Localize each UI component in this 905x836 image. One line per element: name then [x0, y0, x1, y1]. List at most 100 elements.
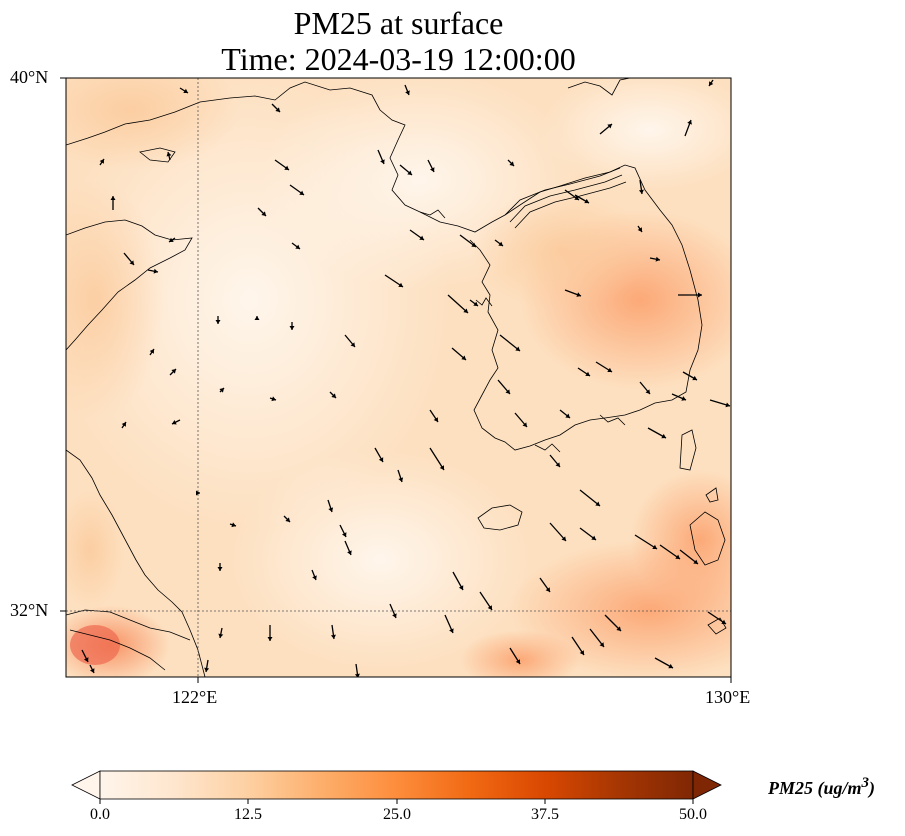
- colorbar-label: PM25 (ug/m3): [768, 775, 876, 798]
- wind-arrow-head: [449, 628, 454, 633]
- wind-arrow: [549, 522, 567, 542]
- wind-arrow-head: [267, 637, 273, 641]
- lat-label-32n: 32°N: [10, 600, 49, 620]
- wind-arrow-head: [171, 369, 176, 374]
- wind-arrow-head: [555, 462, 560, 467]
- wind-arrow-head: [295, 244, 300, 249]
- wind-arrow-head: [330, 634, 336, 639]
- wind-arrow-head: [407, 170, 412, 175]
- wind-arrow-head: [616, 626, 621, 631]
- wind-arrow-head: [698, 292, 702, 298]
- wind-arrow: [429, 447, 445, 471]
- colorbar-gradient: [99, 770, 694, 800]
- wind-arrow-head: [99, 159, 104, 164]
- wind-arrow-head: [515, 659, 520, 664]
- wind-arrow-head: [545, 587, 550, 592]
- wind-arrow-head: [675, 554, 680, 559]
- wind-arrow-head: [169, 237, 174, 242]
- wind-arrow-head: [378, 457, 384, 462]
- wind-arrow-head: [129, 260, 134, 265]
- wind-arrow-head: [595, 501, 600, 506]
- wind-arrow-head: [638, 189, 644, 194]
- wind-arrow-head: [341, 532, 347, 537]
- wind-arrow-head: [637, 227, 642, 232]
- wind-arrow-head: [576, 292, 581, 297]
- wind-arrow-head: [652, 544, 657, 549]
- wind-arrow: [499, 334, 521, 352]
- lon-label-122e: 122°E: [172, 687, 218, 707]
- colorbar-ticks: [99, 799, 694, 804]
- wind-arrow-head: [509, 161, 514, 166]
- graticule: [66, 78, 731, 677]
- colorbar-tick-2: 25.0: [383, 806, 411, 823]
- wind-arrow-head: [574, 195, 579, 200]
- wind-arrow-head: [687, 120, 692, 125]
- wind-arrow-head: [585, 371, 590, 376]
- colorbar-tick-4: 50.0: [679, 806, 707, 823]
- wind-arrow-head: [561, 536, 566, 541]
- wind-arrow-head: [522, 422, 527, 427]
- wind-arrow-head: [275, 107, 280, 112]
- wind-arrow-head: [172, 419, 177, 425]
- wind-arrow-head: [579, 650, 584, 655]
- wind-arrow-head: [565, 413, 570, 418]
- wind-arrow-head: [515, 346, 520, 351]
- colorbar-tick-3: 37.5: [531, 806, 559, 823]
- wind-arrow-head: [166, 152, 172, 157]
- pm25-field: [66, 78, 731, 677]
- wind-arrow: [447, 294, 469, 314]
- wind-arrow-head: [89, 668, 95, 673]
- wind-arrow-head: [681, 396, 686, 401]
- wind-arrow-head: [183, 88, 188, 93]
- map-frame: [65, 77, 732, 678]
- wind-arrow-head: [487, 605, 492, 610]
- wind-arrow-head: [254, 316, 260, 320]
- wind-arrow-head: [471, 242, 476, 247]
- wind-arrow-head: [271, 396, 276, 402]
- wind-arrow-head: [350, 342, 355, 347]
- wind-arrow-head: [725, 402, 730, 408]
- wind-arrow-head: [217, 567, 223, 571]
- colorbar-min-extend: [71, 770, 101, 800]
- map-title: PM25 at surface: [293, 5, 504, 41]
- wind-arrow-head: [392, 613, 397, 618]
- wind-arrow: [634, 534, 658, 550]
- map-time: Time: 2024-03-19 12:00:00: [221, 41, 576, 77]
- wind-arrow-head: [461, 355, 466, 360]
- map-figure: [60, 77, 732, 683]
- wind-arrow-head: [149, 349, 154, 354]
- wind-arrow-head: [419, 235, 424, 240]
- wind-arrow-head: [655, 256, 660, 262]
- wind-arrow: [579, 489, 601, 507]
- wind-arrow-head: [692, 375, 697, 381]
- wind-arrow-head: [607, 124, 612, 129]
- wind-arrow-head: [661, 433, 666, 439]
- colorbar-tick-1: 12.5: [234, 806, 262, 823]
- wind-arrow-head: [121, 422, 126, 427]
- wind-arrow-head: [473, 301, 478, 306]
- wind-arrow-head: [231, 522, 236, 528]
- wind-arrow-head: [204, 667, 210, 672]
- wind-arrow-head: [498, 241, 503, 246]
- wind-arrow-head: [668, 663, 673, 669]
- wind-arrow-head: [299, 190, 304, 195]
- wind-arrow-head: [433, 417, 438, 422]
- lon-label-130e: 130°E: [705, 687, 751, 707]
- axis-ticks: [60, 77, 732, 683]
- wind-arrow-head: [405, 90, 410, 95]
- wind-arrow-head: [429, 167, 435, 172]
- wind-arrow-head: [284, 165, 289, 170]
- wind-arrow-head: [285, 517, 290, 522]
- wind-arrow-head: [328, 507, 334, 512]
- wind-arrow-head: [505, 389, 510, 394]
- wind-arrow-head: [599, 642, 604, 647]
- wind-arrow-head: [331, 393, 336, 398]
- wind-arrow-head: [312, 575, 317, 580]
- wind-arrow-head: [458, 585, 464, 590]
- wind-arrow-head: [354, 673, 360, 677]
- wind-arrow-head: [463, 308, 468, 313]
- wind-arrow-head: [607, 367, 612, 372]
- wind-arrow-head: [380, 159, 385, 164]
- wind-arrow-head: [398, 477, 404, 482]
- wind-arrow-head: [219, 388, 224, 393]
